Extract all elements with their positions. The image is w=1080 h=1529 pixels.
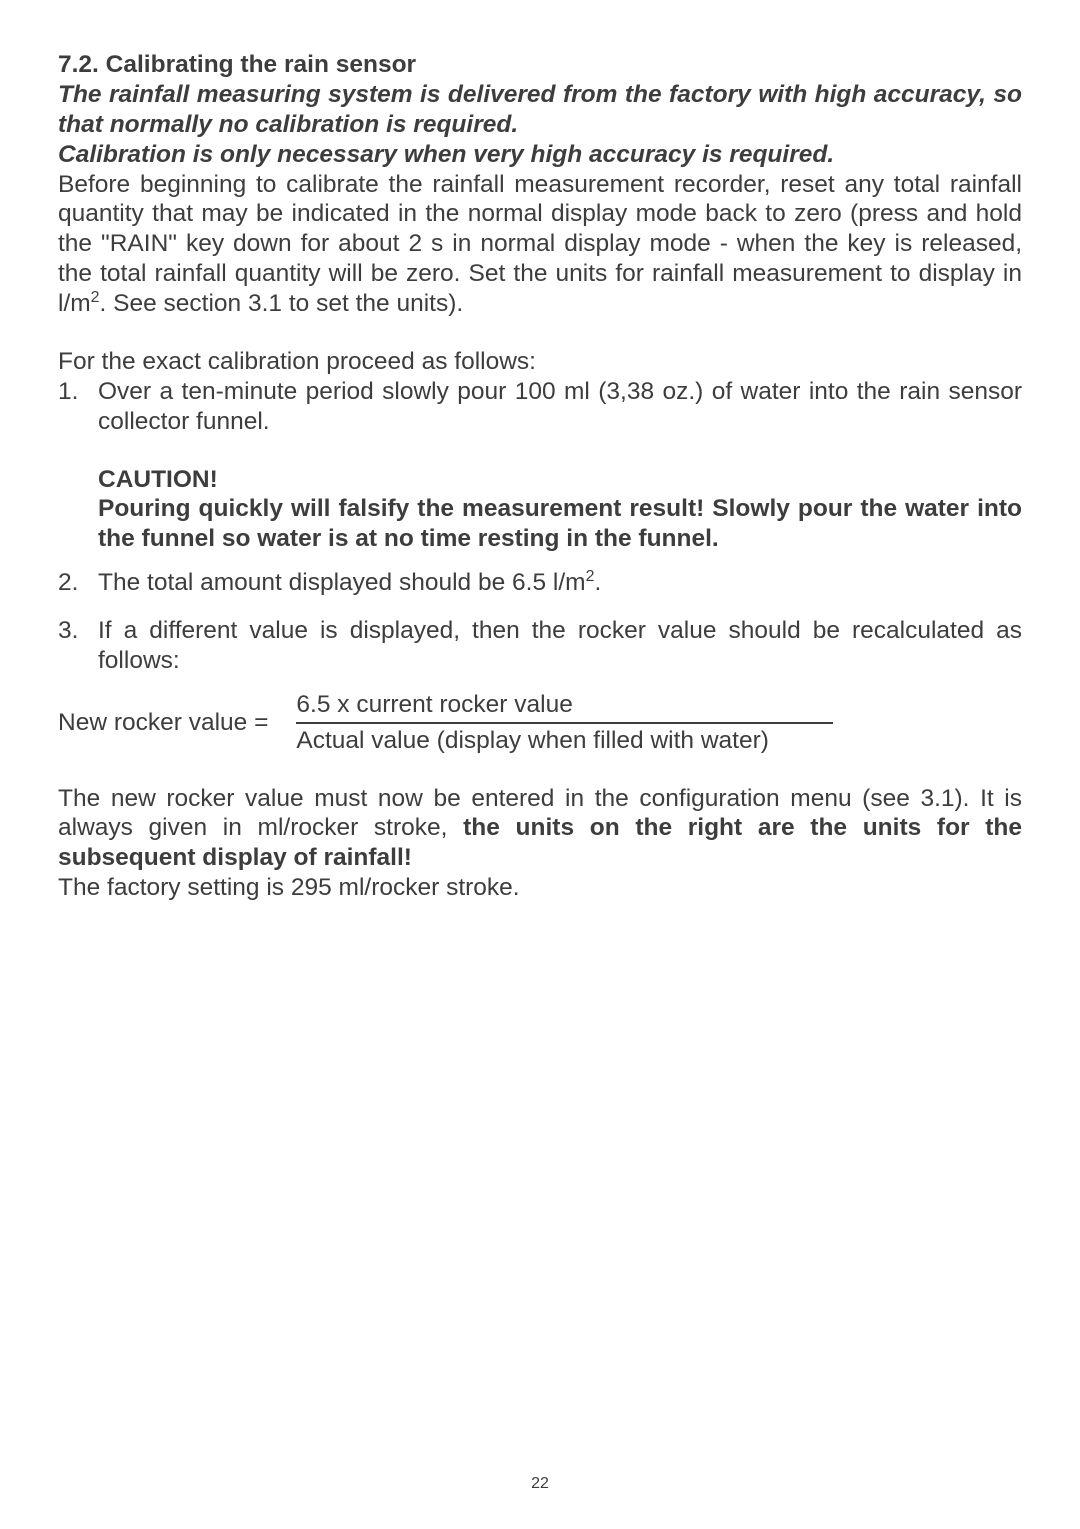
step-2-number: 2. bbox=[58, 568, 98, 598]
step-1: 1. Over a ten-minute period slowly pour … bbox=[58, 377, 1022, 437]
step-2-text-a: The total amount displayed should be 6.5… bbox=[98, 569, 586, 596]
formula-label: New rocker value = bbox=[58, 708, 296, 738]
step-2-text-b: . bbox=[594, 569, 601, 596]
caution-body: Pouring quickly will falsify the measure… bbox=[98, 494, 1022, 554]
section-heading: 7.2. Calibrating the rain sensor bbox=[58, 50, 1022, 80]
body-paragraph-1: Before beginning to calibrate the rainfa… bbox=[58, 170, 1022, 319]
body-paragraph-3: The new rocker value must now be entered… bbox=[58, 784, 1022, 874]
body-paragraph-1b: . See section 3.1 to set the units). bbox=[100, 290, 464, 317]
page-number: 22 bbox=[0, 1475, 1080, 1493]
body-paragraph-4: The factory setting is 295 ml/rocker str… bbox=[58, 873, 1022, 903]
formula-fraction: 6.5 x current rocker value Actual value … bbox=[296, 690, 832, 756]
step-3-text: If a different value is displayed, then … bbox=[98, 616, 1022, 676]
step-1-text: Over a ten-minute period slowly pour 100… bbox=[98, 377, 1022, 437]
caution-title: CAUTION! bbox=[98, 465, 1022, 495]
formula-numerator: 6.5 x current rocker value bbox=[296, 690, 832, 724]
step-1-number: 1. bbox=[58, 377, 98, 407]
step-2-text: The total amount displayed should be 6.5… bbox=[98, 568, 1022, 598]
step-3-number: 3. bbox=[58, 616, 98, 646]
formula-denominator: Actual value (display when filled with w… bbox=[296, 724, 832, 756]
formula-block: New rocker value = 6.5 x current rocker … bbox=[58, 690, 1022, 756]
step-2: 2. The total amount displayed should be … bbox=[58, 568, 1022, 598]
intro-paragraph-2: Calibration is only necessary when very … bbox=[58, 140, 1022, 170]
step-3: 3. If a different value is displayed, th… bbox=[58, 616, 1022, 676]
body-paragraph-2: For the exact calibration proceed as fol… bbox=[58, 347, 1022, 377]
caution-block: CAUTION! Pouring quickly will falsify th… bbox=[58, 465, 1022, 555]
document-page: 7.2. Calibrating the rain sensor The rai… bbox=[0, 0, 1080, 903]
superscript-2: 2 bbox=[91, 289, 100, 306]
intro-paragraph-1: The rainfall measuring system is deliver… bbox=[58, 80, 1022, 140]
